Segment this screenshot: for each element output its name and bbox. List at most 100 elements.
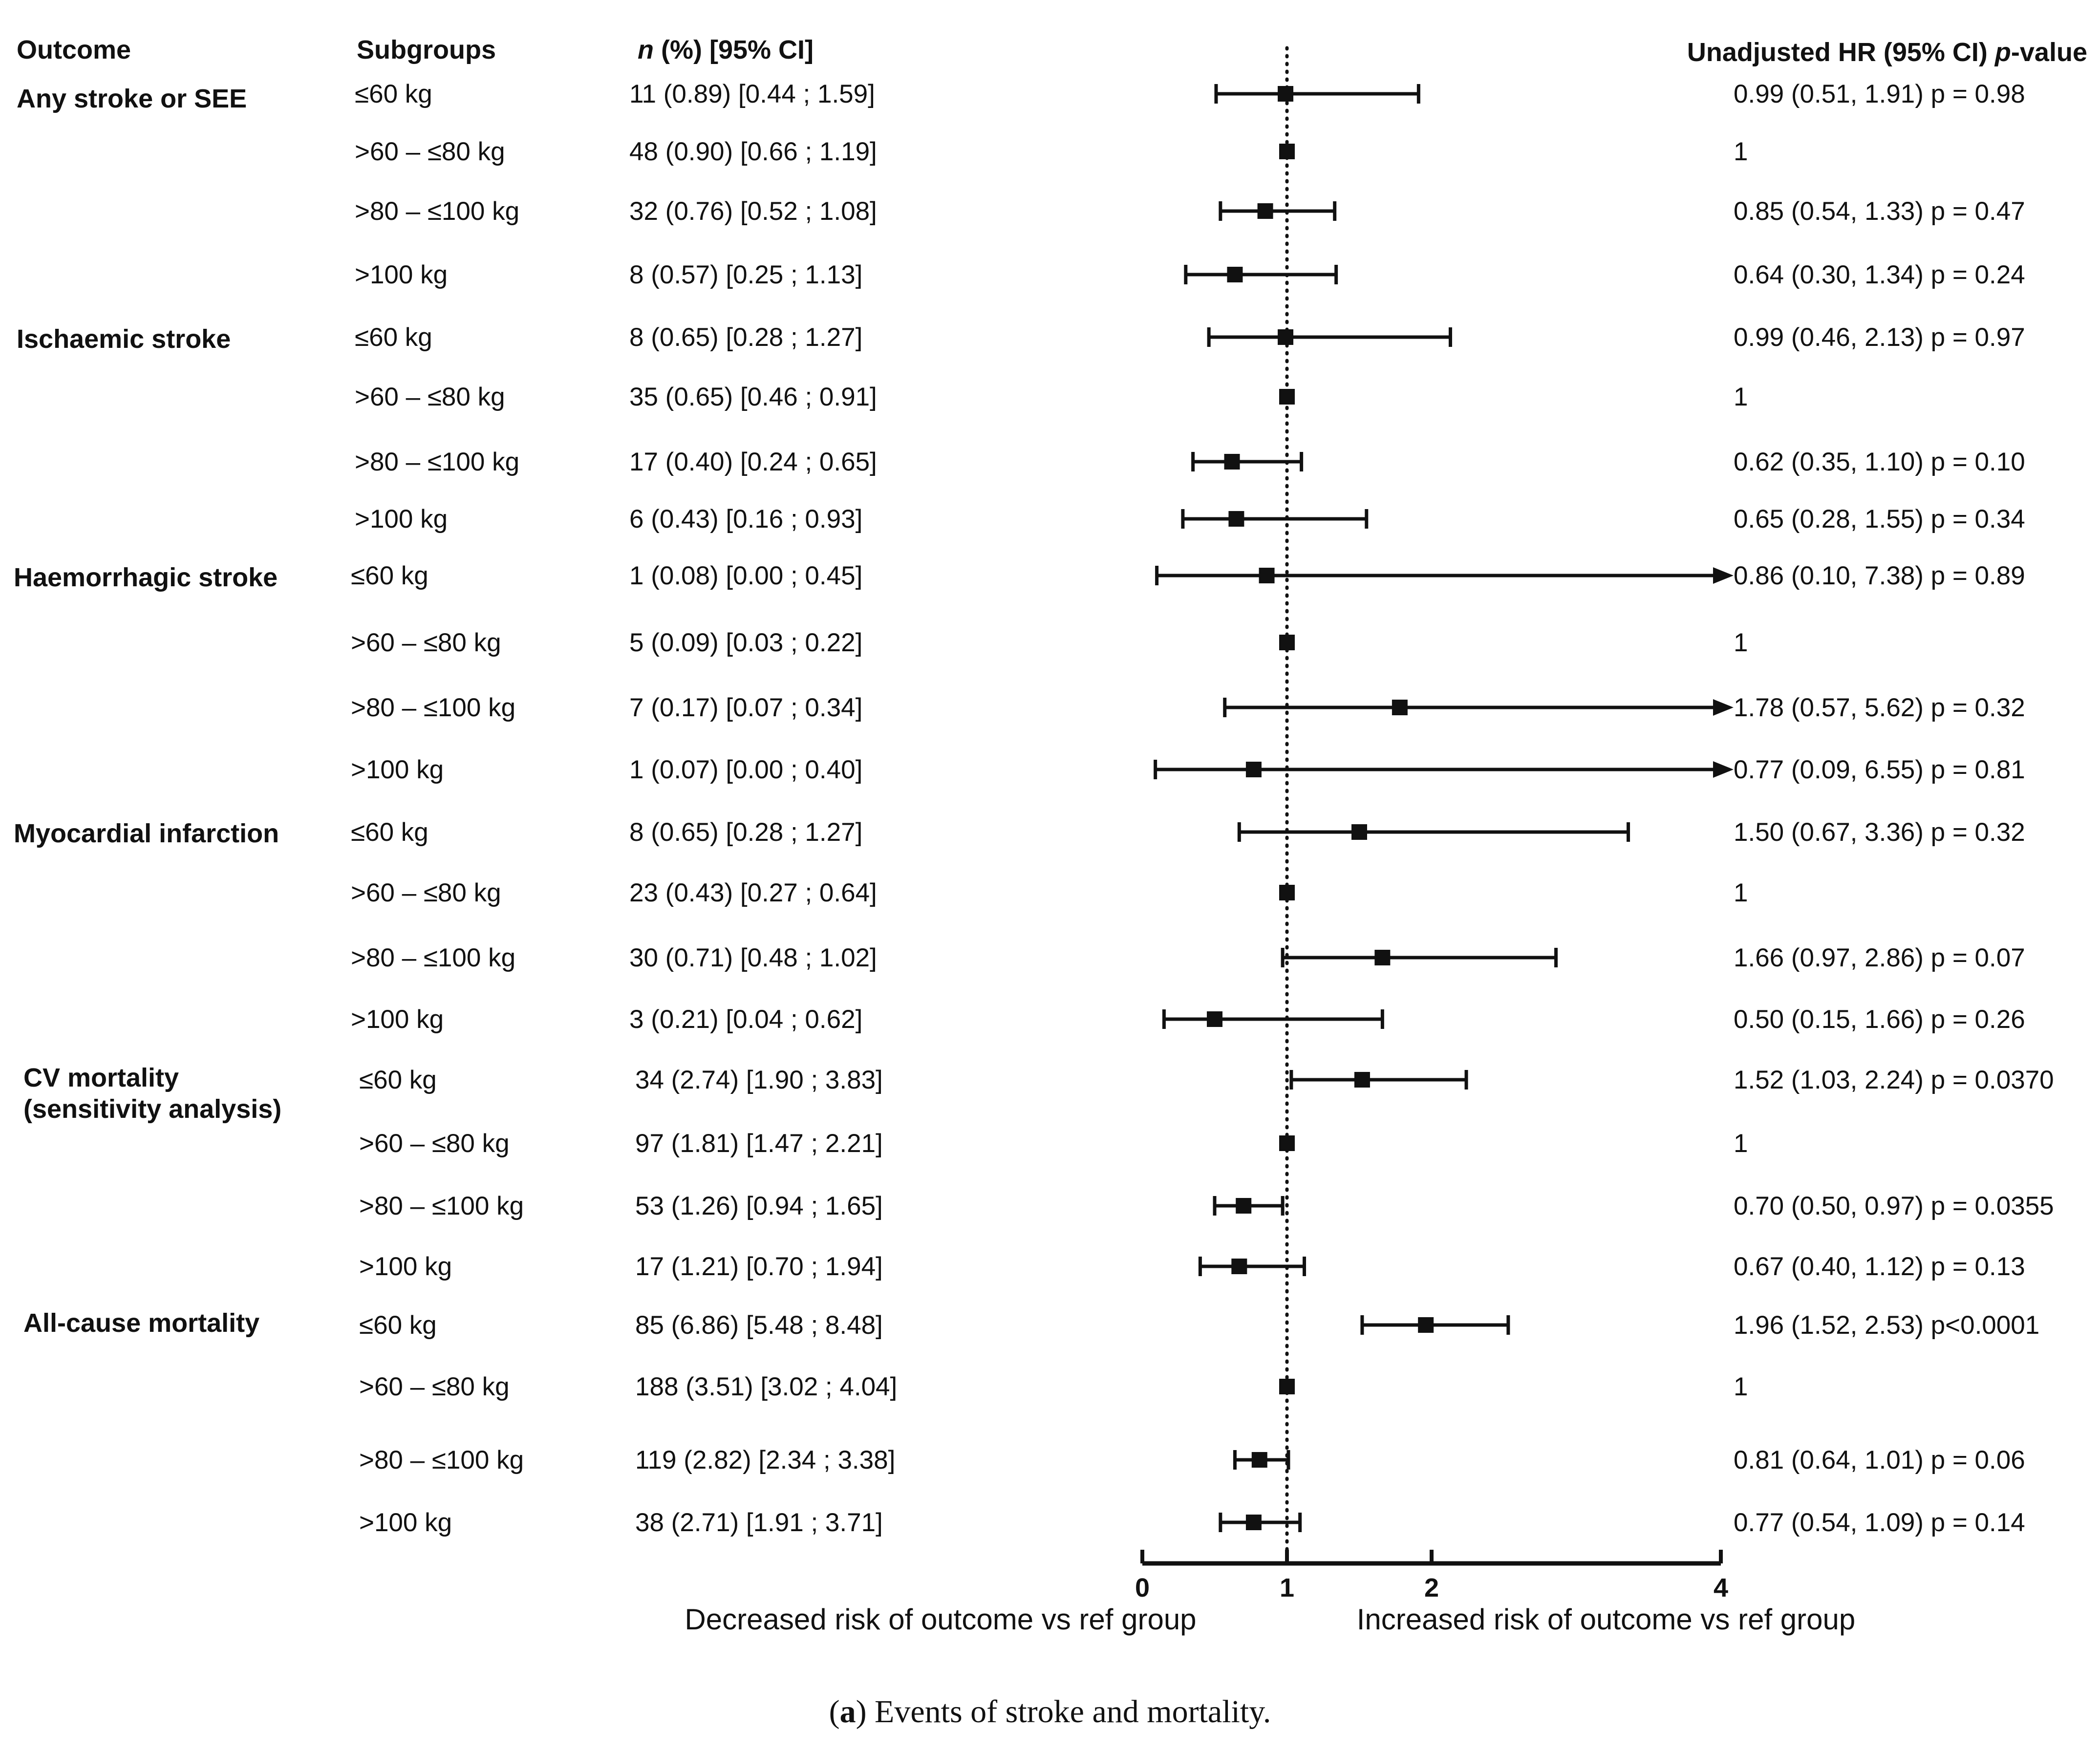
hr-label: 1.52 (1.03, 2.24) p = 0.0370: [1734, 1066, 2054, 1094]
hr-label: 1: [1734, 383, 1748, 411]
hr-label: 0.77 (0.09, 6.55) p = 0.81: [1734, 755, 2025, 784]
hr-point: [1278, 86, 1294, 102]
n-ci-label: 188 (3.51) [3.02 ; 4.04]: [635, 1372, 897, 1401]
header-n-ci: n (%) [95% CI]: [638, 35, 814, 64]
figure-caption: (a) Events of stroke and mortality.: [829, 1694, 1271, 1730]
subgroup-label: ≤60 kg: [355, 323, 432, 352]
hr-point: [1279, 635, 1295, 650]
header-p-symbol: p: [1994, 38, 2011, 67]
subgroup-label: ≤60 kg: [359, 1066, 437, 1094]
n-ci-label: 6 (0.43) [0.16 ; 0.93]: [629, 505, 862, 534]
x-tick-label: 0: [1135, 1573, 1150, 1602]
hr-label: 0.70 (0.50, 0.97) p = 0.0355: [1734, 1192, 2054, 1220]
hr-point: [1257, 203, 1273, 219]
hr-label: 1.50 (0.67, 3.36) p = 0.32: [1734, 818, 2025, 847]
subgroup-label: >80 – ≤100 kg: [351, 693, 515, 722]
subgroup-label: >60 – ≤80 kg: [351, 878, 501, 907]
n-ci-label: 5 (0.09) [0.03 ; 0.22]: [629, 628, 862, 657]
subgroup-label: >80 – ≤100 kg: [355, 448, 519, 476]
hr-point: [1236, 1198, 1252, 1214]
caption-text: Events of stroke and mortality.: [866, 1694, 1271, 1730]
n-ci-label: 17 (1.21) [0.70 ; 1.94]: [635, 1252, 883, 1281]
hr-label: 1: [1734, 137, 1748, 166]
n-ci-label: 53 (1.26) [0.94 ; 1.65]: [635, 1192, 883, 1220]
n-ci-label: 32 (0.76) [0.52 ; 1.08]: [629, 197, 877, 226]
n-ci-label: 38 (2.71) [1.91 ; 3.71]: [635, 1508, 883, 1537]
ci-arrowhead: [1713, 567, 1734, 584]
header-subgroups: Subgroups: [357, 35, 496, 64]
hr-label: 0.81 (0.64, 1.01) p = 0.06: [1734, 1446, 2025, 1474]
hr-point: [1251, 1452, 1267, 1468]
hr-label: 0.64 (0.30, 1.34) p = 0.24: [1734, 260, 2025, 289]
outcome-label: All-cause mortality: [23, 1308, 259, 1338]
n-ci-label: 97 (1.81) [1.47 ; 2.21]: [635, 1129, 883, 1158]
hr-label: 0.50 (0.15, 1.66) p = 0.26: [1734, 1005, 2025, 1034]
header-hr: Unadjusted HR (95% CI): [1687, 38, 1995, 67]
hr-label: 0.65 (0.28, 1.55) p = 0.34: [1734, 505, 2025, 534]
hr-point: [1245, 1515, 1262, 1530]
hr-point: [1259, 568, 1275, 583]
n-ci-label: 8 (0.57) [0.25 ; 1.13]: [629, 260, 862, 289]
hr-point: [1279, 144, 1295, 159]
hr-point: [1228, 511, 1244, 527]
x-tick-label: 2: [1424, 1573, 1439, 1602]
subgroup-label: ≤60 kg: [351, 818, 429, 847]
ci-arrowhead: [1713, 699, 1734, 716]
n-ci-label: 30 (0.71) [0.48 ; 1.02]: [629, 943, 877, 972]
n-ci-label: 11 (0.89) [0.44 ; 1.59]: [629, 80, 875, 108]
subgroup-label: >100 kg: [355, 505, 448, 534]
hr-point: [1224, 454, 1240, 470]
header-outcome: Outcome: [17, 35, 131, 64]
hr-point: [1351, 824, 1367, 840]
hr-point: [1392, 700, 1408, 715]
n-ci-label: 34 (2.74) [1.90 ; 3.83]: [635, 1066, 883, 1094]
outcome-label: Myocardial infarction: [14, 819, 279, 848]
n-ci-label: 119 (2.82) [2.34 ; 3.38]: [635, 1446, 895, 1474]
n-ci-label: 8 (0.65) [0.28 ; 1.27]: [629, 818, 862, 847]
hr-point: [1227, 267, 1243, 282]
subgroup-label: >60 – ≤80 kg: [359, 1129, 510, 1158]
subgroup-label: >60 – ≤80 kg: [351, 628, 501, 657]
header-n-rest: (%) [95% CI]: [654, 35, 814, 64]
hr-label: 1: [1734, 878, 1748, 907]
n-ci-label: 35 (0.65) [0.46 ; 0.91]: [629, 383, 877, 411]
n-ci-label: 7 (0.17) [0.07 ; 0.34]: [629, 693, 862, 722]
hr-point: [1374, 950, 1391, 965]
hr-point: [1245, 762, 1262, 777]
subgroup-label: >80 – ≤100 kg: [355, 197, 519, 226]
hr-label: 0.77 (0.54, 1.09) p = 0.14: [1734, 1508, 2025, 1537]
hr-label: 0.86 (0.10, 7.38) p = 0.89: [1734, 561, 2025, 590]
n-ci-label: 23 (0.43) [0.27 ; 0.64]: [629, 878, 877, 907]
hr-label: 0.85 (0.54, 1.33) p = 0.47: [1734, 197, 2025, 226]
x-tick-label: 1: [1280, 1573, 1294, 1602]
subgroup-label: >100 kg: [359, 1252, 452, 1281]
subgroup-label: >80 – ≤100 kg: [359, 1192, 524, 1220]
hr-label: 1: [1734, 628, 1748, 657]
hr-point: [1418, 1317, 1434, 1333]
outcome-label: Haemorrhagic stroke: [14, 563, 278, 592]
subgroup-label: >80 – ≤100 kg: [359, 1446, 524, 1474]
hr-label: 1.66 (0.97, 2.86) p = 0.07: [1734, 943, 2025, 972]
subgroup-label: >60 – ≤80 kg: [355, 137, 505, 166]
hr-point: [1279, 1379, 1295, 1394]
header-p-rest: -value: [2011, 38, 2087, 67]
n-ci-label: 17 (0.40) [0.24 ; 0.65]: [629, 448, 877, 476]
hr-label: 1: [1734, 1372, 1748, 1401]
ci-arrowhead: [1713, 761, 1734, 778]
outcome-label: Ischaemic stroke: [17, 324, 231, 354]
outcome-label: Any stroke or SEE: [17, 84, 247, 113]
hr-point: [1231, 1259, 1247, 1274]
header-n-symbol: n: [638, 35, 654, 64]
subgroup-label: >100 kg: [351, 755, 444, 784]
hr-label: 0.99 (0.51, 1.91) p = 0.98: [1734, 80, 2025, 108]
x-axis: 0 1 2 4 Decreased risk of outcome vs ref gro…: [685, 1550, 1855, 1636]
n-ci-label: 8 (0.65) [0.28 ; 1.27]: [629, 323, 862, 352]
x-tick-label: 4: [1714, 1573, 1728, 1602]
hr-point: [1354, 1072, 1370, 1088]
x-label-increased: Increased risk of outcome vs ref group: [1357, 1603, 1855, 1636]
hr-label: 0.99 (0.46, 2.13) p = 0.97: [1734, 323, 2025, 352]
subgroup-label: >100 kg: [359, 1508, 452, 1537]
subgroup-label: >60 – ≤80 kg: [355, 383, 505, 411]
subgroup-label: >60 – ≤80 kg: [359, 1372, 510, 1401]
